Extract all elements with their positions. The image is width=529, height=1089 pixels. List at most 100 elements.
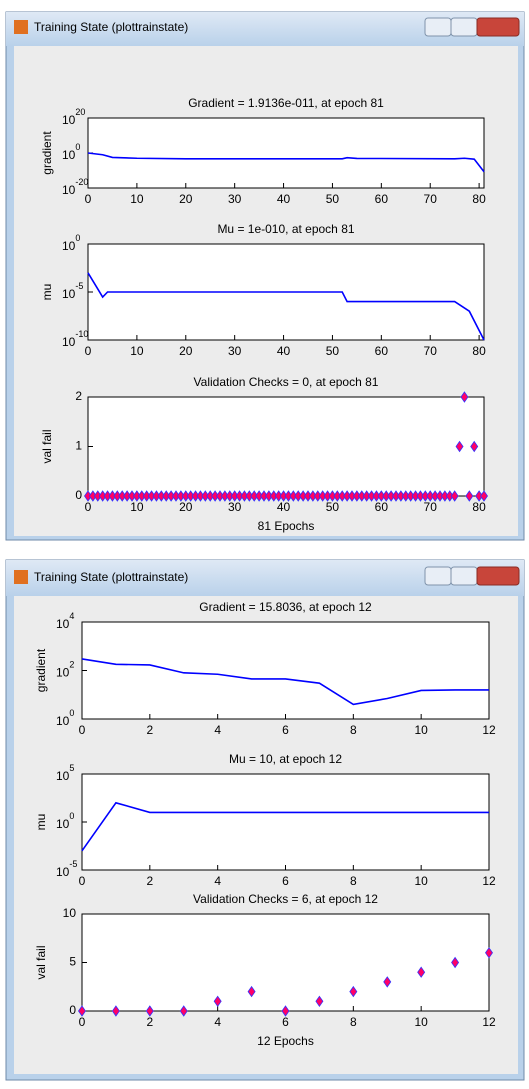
x-tick-label: 80 xyxy=(472,344,486,358)
x-tick-label: 10 xyxy=(130,344,144,358)
x-tick-label: 0 xyxy=(79,874,86,888)
y-tick-label: 2 xyxy=(75,389,82,403)
tick-base: 10 xyxy=(62,148,76,162)
x-tick-label: 60 xyxy=(375,344,389,358)
y-axis-label: mu xyxy=(34,814,48,831)
axes xyxy=(82,774,489,870)
x-tick-label: 20 xyxy=(179,344,193,358)
tick-base: 10 xyxy=(56,769,70,783)
x-tick-label: 0 xyxy=(85,192,92,206)
tick-exponent: -20 xyxy=(75,177,88,187)
x-tick-label: 0 xyxy=(79,723,86,737)
tick-exponent: 0 xyxy=(69,708,74,718)
x-tick-label: 0 xyxy=(85,344,92,358)
y-axis-label: gradient xyxy=(40,131,54,175)
y-tick-label: 1 xyxy=(75,439,82,453)
app-icon xyxy=(14,570,28,584)
x-tick-label: 50 xyxy=(326,192,340,206)
tick-exponent: 0 xyxy=(75,233,80,243)
x-tick-label: 40 xyxy=(277,344,291,358)
tick-base: 10 xyxy=(56,817,70,831)
x-tick-label: 6 xyxy=(282,1015,289,1029)
app-icon xyxy=(14,20,28,34)
axes xyxy=(88,397,484,496)
tick-exponent: -10 xyxy=(75,329,88,339)
axes xyxy=(88,118,484,188)
x-tick-label: 50 xyxy=(326,344,340,358)
x-tick-label: 4 xyxy=(214,1015,221,1029)
x-tick-label: 60 xyxy=(375,500,389,514)
x-tick-label: 20 xyxy=(179,192,193,206)
x-tick-label: 70 xyxy=(424,192,438,206)
x-tick-label: 2 xyxy=(146,1015,153,1029)
x-tick-label: 20 xyxy=(179,500,193,514)
minimize-button[interactable] xyxy=(425,18,451,36)
x-tick-label: 2 xyxy=(146,874,153,888)
y-axis-label: val fail xyxy=(34,945,48,979)
y-axis-label: mu xyxy=(40,284,54,301)
close-button[interactable] xyxy=(477,567,519,585)
x-tick-label: 80 xyxy=(472,500,486,514)
x-tick-label: 30 xyxy=(228,500,242,514)
x-tick-label: 50 xyxy=(326,500,340,514)
tick-base: 10 xyxy=(56,865,70,879)
axes xyxy=(82,914,489,1011)
maximize-button[interactable] xyxy=(451,18,477,36)
tick-base: 10 xyxy=(62,239,76,253)
x-axis-label: 81 Epochs xyxy=(258,519,315,533)
x-tick-label: 4 xyxy=(214,723,221,737)
x-tick-label: 70 xyxy=(424,344,438,358)
x-tick-label: 70 xyxy=(424,500,438,514)
x-tick-label: 30 xyxy=(228,192,242,206)
chart-title: Validation Checks = 0, at epoch 81 xyxy=(194,375,379,389)
x-tick-label: 12 xyxy=(482,874,496,888)
x-tick-label: 80 xyxy=(472,192,486,206)
chart-title: Gradient = 15.8036, at epoch 12 xyxy=(199,600,372,614)
y-tick-label: 0 xyxy=(75,488,82,502)
page: {"windows": [{"title": "Training State (… xyxy=(0,0,529,1089)
tick-exponent: -5 xyxy=(69,859,77,869)
x-tick-label: 0 xyxy=(79,1015,86,1029)
chart-title: Mu = 1e-010, at epoch 81 xyxy=(217,222,354,236)
close-button[interactable] xyxy=(477,18,519,36)
axes xyxy=(82,622,489,719)
tick-base: 10 xyxy=(56,714,70,728)
x-tick-label: 6 xyxy=(282,874,289,888)
y-axis-label: val fail xyxy=(40,429,54,463)
tick-exponent: 20 xyxy=(75,107,85,117)
x-tick-label: 10 xyxy=(414,723,428,737)
minimize-button[interactable] xyxy=(425,567,451,585)
maximize-button[interactable] xyxy=(451,567,477,585)
y-tick-label: 5 xyxy=(69,955,76,969)
x-tick-label: 12 xyxy=(482,723,496,737)
tick-base: 10 xyxy=(56,617,70,631)
x-tick-label: 8 xyxy=(350,1015,357,1029)
chart-title: Validation Checks = 6, at epoch 12 xyxy=(193,892,378,906)
chart-title: Mu = 10, at epoch 12 xyxy=(229,752,342,766)
x-tick-label: 30 xyxy=(228,344,242,358)
tick-exponent: 4 xyxy=(69,611,74,621)
tick-base: 10 xyxy=(62,113,76,127)
screenshot: Training State (plottrainstate) Training… xyxy=(0,0,529,1089)
tick-base: 10 xyxy=(56,666,70,680)
y-tick-label: 10 xyxy=(63,906,77,920)
window-title: Training State (plottrainstate) xyxy=(34,20,188,34)
x-tick-label: 10 xyxy=(414,874,428,888)
tick-exponent: 2 xyxy=(69,660,74,670)
chart-title: Gradient = 1.9136e-011, at epoch 81 xyxy=(188,96,384,110)
y-axis-label: gradient xyxy=(34,648,48,692)
tick-exponent: 5 xyxy=(69,763,74,773)
x-tick-label: 10 xyxy=(130,500,144,514)
tick-base: 10 xyxy=(62,335,76,349)
x-tick-label: 10 xyxy=(130,192,144,206)
y-tick-label: 0 xyxy=(69,1003,76,1017)
tick-base: 10 xyxy=(62,287,76,301)
window-title: Training State (plottrainstate) xyxy=(34,570,188,584)
x-tick-label: 10 xyxy=(414,1015,428,1029)
x-tick-label: 8 xyxy=(350,723,357,737)
x-tick-label: 0 xyxy=(85,500,92,514)
x-tick-label: 60 xyxy=(375,192,389,206)
x-tick-label: 2 xyxy=(146,723,153,737)
x-tick-label: 40 xyxy=(277,500,291,514)
x-tick-label: 6 xyxy=(282,723,289,737)
